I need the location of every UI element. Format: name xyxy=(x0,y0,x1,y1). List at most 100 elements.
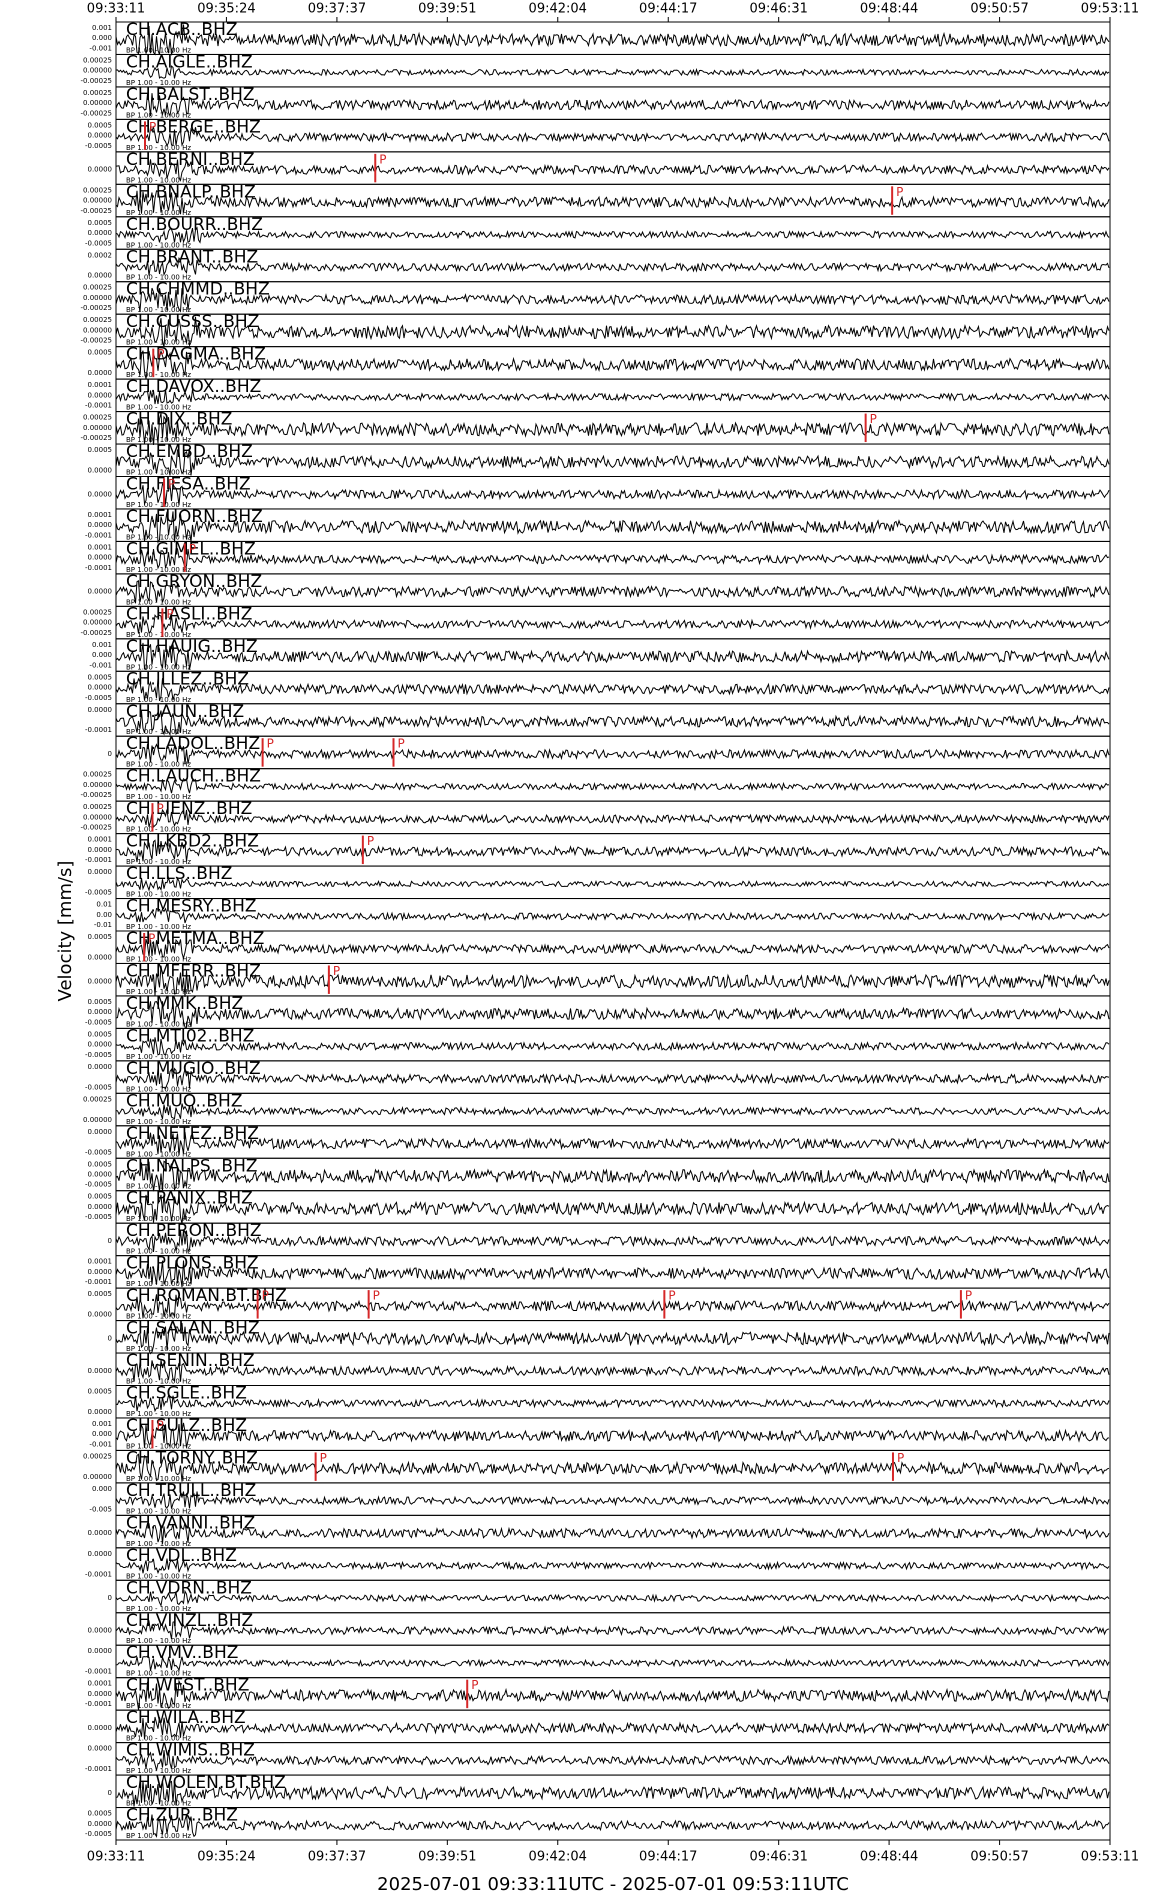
y-tick-label: 0 xyxy=(108,1334,112,1342)
y-tick-label: 0.00025 xyxy=(83,316,112,324)
x-tick-label: 09:39:51 xyxy=(418,1850,476,1865)
y-tick-label: 0.00000 xyxy=(83,619,112,627)
y-tick-label: 0.0000 xyxy=(88,1311,113,1319)
filter-label: BP 1.00 - 10.00 Hz xyxy=(126,631,191,639)
y-tick-label: 0.001 xyxy=(92,1420,112,1428)
y-tick-label: 0.0000 xyxy=(88,868,113,876)
waveform xyxy=(115,548,1110,570)
filter-label: BP 1.00 - 10.00 Hz xyxy=(126,501,191,509)
y-tick-label: 0.00000 xyxy=(83,1473,112,1481)
y-tick-label: 0.0000 xyxy=(88,1063,113,1071)
pick-label: P xyxy=(397,737,404,751)
y-tick-label: 0.0000 xyxy=(88,1690,113,1698)
y-tick-label: 0.00025 xyxy=(83,186,112,194)
x-tick-label: 09:53:11 xyxy=(1081,2,1139,17)
station-label: CH.GIMEL..BHZ xyxy=(126,539,256,559)
waveform xyxy=(115,125,1110,147)
station-label: CH.PLONS..BHZ xyxy=(126,1254,259,1274)
filter-label: BP 1.00 - 10.00 Hz xyxy=(126,826,191,834)
trace-frame xyxy=(115,508,1111,542)
waveform xyxy=(115,1037,1110,1056)
filter-label: BP 1.00 - 10.00 Hz xyxy=(126,1053,191,1061)
y-tick-label: 0.0005 xyxy=(88,1388,113,1396)
waveform xyxy=(115,1716,1110,1740)
waveform xyxy=(115,808,1110,829)
y-axis-label: Velocity [mm/s] xyxy=(55,861,76,1002)
y-tick-label: -0.0001 xyxy=(85,726,112,734)
filter-label: BP 1.00 - 10.00 Hz xyxy=(126,858,191,866)
x-tick-label: 09:37:37 xyxy=(308,1850,366,1865)
x-tick-label: 09:39:51 xyxy=(418,2,476,17)
waveform xyxy=(115,1360,1110,1382)
filter-label: BP 1.00 - 10.00 Hz xyxy=(126,144,191,152)
trace-frame xyxy=(115,1352,1111,1387)
y-tick-label: -0.0001 xyxy=(85,531,112,539)
station-label: CH.WIMIS..BHZ xyxy=(126,1741,255,1761)
trace-frame xyxy=(115,1807,1111,1841)
waveform xyxy=(115,93,1110,118)
y-tick-label: 0.0005 xyxy=(88,219,113,227)
filter-label: BP 1.00 - 10.00 Hz xyxy=(126,1020,191,1028)
filter-label: BP 1.00 - 10.00 Hz xyxy=(126,1735,191,1743)
y-tick-label: -0.005 xyxy=(89,1505,112,1513)
waveform xyxy=(115,875,1110,892)
y-tick-label: 0.001 xyxy=(92,24,112,32)
trace-frame xyxy=(115,183,1111,218)
x-tick-label: 09:44:17 xyxy=(639,2,697,17)
y-tick-label: -0.00025 xyxy=(81,77,112,85)
pick-label: P xyxy=(668,1289,675,1303)
y-tick-label: 0 xyxy=(108,1594,112,1602)
x-axis-label: 2025-07-01 09:33:11UTC - 2025-07-01 09:5… xyxy=(377,1874,849,1895)
x-tick-label: 09:35:24 xyxy=(197,1850,255,1865)
x-tick-label: 09:33:11 xyxy=(87,1850,145,1865)
y-tick-label: 0.000 xyxy=(92,1430,112,1438)
station-label: CH.AIGLE..BHZ xyxy=(126,52,253,72)
y-tick-label: -0.0005 xyxy=(85,1213,112,1221)
filter-label: BP 1.00 - 10.00 Hz xyxy=(126,1085,191,1093)
waveform xyxy=(115,1589,1110,1608)
filter-label: BP 1.00 - 10.00 Hz xyxy=(126,176,191,184)
y-tick-label: 0.0000 xyxy=(88,1367,113,1375)
waveform xyxy=(115,642,1110,671)
waveform xyxy=(115,349,1110,379)
waveform xyxy=(115,965,1110,998)
filter-label: BP 1.00 - 10.00 Hz xyxy=(126,469,191,477)
station-label: CH.SULZ..BHZ xyxy=(126,1416,247,1436)
station-label: CH.PERON..BHZ xyxy=(126,1221,262,1241)
waveform xyxy=(115,1779,1110,1807)
y-tick-label: 0.00025 xyxy=(83,284,112,292)
station-label: CH.WEST..BHZ xyxy=(126,1676,249,1696)
station-label: CH.LADOL..BHZ xyxy=(126,734,260,754)
y-tick-label: 0.0001 xyxy=(88,836,113,844)
station-label: CH.VINZL..BHZ xyxy=(126,1611,253,1631)
station-label: CH.VMV..BHZ xyxy=(126,1643,238,1663)
y-tick-label: -0.0001 xyxy=(85,402,112,410)
y-tick-label: 0.000 xyxy=(92,651,112,659)
trace-frame xyxy=(115,1222,1111,1257)
pick-label: P xyxy=(148,932,155,946)
y-tick-label: 0.0001 xyxy=(88,511,113,519)
y-tick-label: 0.0005 xyxy=(88,933,113,941)
waveform xyxy=(115,1491,1110,1509)
y-tick-label: 0.0005 xyxy=(88,998,113,1006)
y-tick-label: 0.00025 xyxy=(83,56,112,64)
waveform xyxy=(115,24,1110,56)
station-label: CH.MMK..BHZ xyxy=(126,994,243,1014)
filter-label: BP 1.00 - 10.00 Hz xyxy=(126,404,191,412)
waveform xyxy=(115,65,1110,79)
filter-label: BP 1.00 - 10.00 Hz xyxy=(126,988,191,996)
pick-label: P xyxy=(965,1289,972,1303)
y-tick-label: 0.000 xyxy=(92,1485,112,1493)
waveform xyxy=(115,614,1110,634)
y-tick-label: 0.00000 xyxy=(83,294,112,302)
filter-label: BP 1.00 - 10.00 Hz xyxy=(126,274,191,282)
waveform xyxy=(115,677,1110,702)
x-tick-label: 09:46:31 xyxy=(749,1850,807,1865)
station-label: CH.DAVOX..BHZ xyxy=(126,377,261,397)
y-tick-label: 0.00025 xyxy=(83,1452,112,1460)
pick-label: P xyxy=(149,120,156,134)
y-tick-label: 0.00025 xyxy=(83,1095,112,1103)
waveform xyxy=(115,316,1110,348)
pick-label: P xyxy=(156,802,163,816)
